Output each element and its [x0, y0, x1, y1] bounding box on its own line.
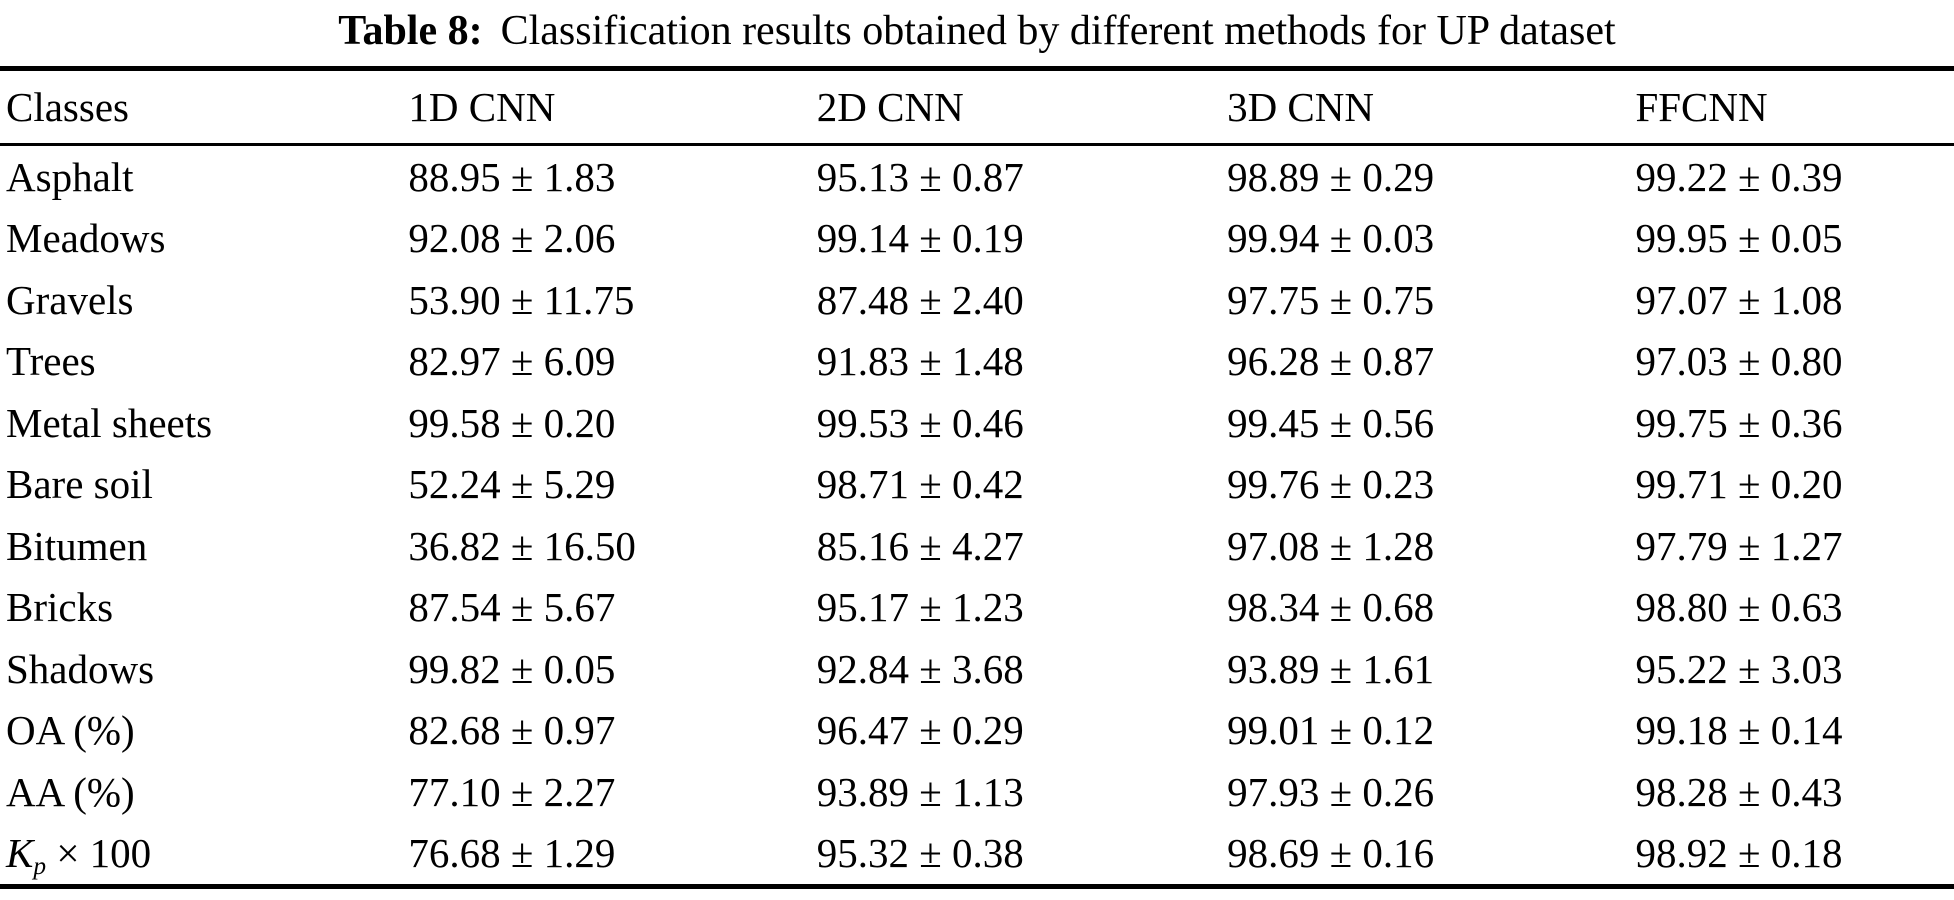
value-cell: 99.22 ± 0.39: [1635, 153, 1843, 200]
table-row-bitumen: Bitumen 36.82 ± 16.50 85.16 ± 4.27 97.08…: [0, 515, 1954, 577]
value-cell: 98.71 ± 0.42: [816, 461, 1024, 508]
table-row-asphalt: Asphalt 88.95 ± 1.83 95.13 ± 0.87 98.89 …: [0, 145, 1954, 208]
table-row-aa: AA (%) 77.10 ± 2.27 93.89 ± 1.13 97.93 ±…: [0, 761, 1954, 823]
value-cell: 85.16 ± 4.27: [816, 522, 1024, 569]
value-cell: 99.94 ± 0.03: [1227, 215, 1435, 262]
value-cell: 95.17 ± 1.23: [816, 584, 1024, 631]
header-3d-cnn: 3D CNN: [1227, 68, 1636, 146]
value-cell: 87.48 ± 2.40: [816, 276, 1024, 323]
value-cell: 99.76 ± 0.23: [1227, 461, 1435, 508]
value-cell: 82.97 ± 6.09: [408, 338, 616, 385]
value-cell: 53.90 ± 11.75: [408, 276, 635, 323]
value-cell: 76.68 ± 1.29: [408, 830, 616, 877]
table-row-metal-sheets: Metal sheets 99.58 ± 0.20 99.53 ± 0.46 9…: [0, 392, 1954, 454]
kappa-subscript: p: [33, 852, 47, 881]
class-label-kappa: Kp × 100: [0, 823, 408, 887]
value-cell: 97.07 ± 1.08: [1635, 276, 1843, 323]
value-cell: 82.68 ± 0.97: [408, 707, 616, 754]
table-row-trees: Trees 82.97 ± 6.09 91.83 ± 1.48 96.28 ± …: [0, 331, 1954, 393]
value-cell: 98.80 ± 0.63: [1635, 584, 1843, 631]
value-cell: 98.28 ± 0.43: [1635, 768, 1843, 815]
table-caption-text: Classification results obtained by diffe…: [500, 8, 1616, 54]
value-cell: 99.82 ± 0.05: [408, 645, 616, 692]
table-row-bricks: Bricks 87.54 ± 5.67 95.17 ± 1.23 98.34 ±…: [0, 577, 1954, 639]
value-cell: 98.92 ± 0.18: [1635, 830, 1843, 877]
value-cell: 96.47 ± 0.29: [816, 707, 1024, 754]
value-cell: 36.82 ± 16.50: [408, 522, 636, 569]
value-cell: 97.93 ± 0.26: [1227, 768, 1435, 815]
class-label: Bitumen: [6, 522, 148, 569]
header-classes: Classes: [0, 68, 409, 146]
value-cell: 99.45 ± 0.56: [1227, 399, 1435, 446]
value-cell: 96.28 ± 0.87: [1227, 338, 1435, 385]
value-cell: 97.75 ± 0.75: [1227, 276, 1435, 323]
value-cell: 95.32 ± 0.38: [816, 830, 1024, 877]
class-label: Trees: [6, 338, 96, 385]
value-cell: 91.83 ± 1.48: [816, 338, 1024, 385]
table-row-bare-soil: Bare soil 52.24 ± 5.29 98.71 ± 0.42 99.7…: [0, 454, 1954, 516]
value-cell: 97.03 ± 0.80: [1635, 338, 1843, 385]
value-cell: 99.75 ± 0.36: [1635, 399, 1843, 446]
value-cell: 88.95 ± 1.83: [408, 153, 616, 200]
class-label: Gravels: [6, 276, 134, 323]
header-1d-cnn: 1D CNN: [408, 68, 817, 146]
value-cell: 92.84 ± 3.68: [816, 645, 1024, 692]
value-cell: 99.95 ± 0.05: [1635, 215, 1843, 262]
value-cell: 99.18 ± 0.14: [1635, 707, 1843, 754]
value-cell: 98.69 ± 0.16: [1227, 830, 1435, 877]
value-cell: 99.53 ± 0.46: [816, 399, 1024, 446]
table-row-oa: OA (%) 82.68 ± 0.97 96.47 ± 0.29 99.01 ±…: [0, 700, 1954, 762]
value-cell: 95.13 ± 0.87: [816, 153, 1024, 200]
value-cell: 97.79 ± 1.27: [1635, 522, 1843, 569]
value-cell: 97.08 ± 1.28: [1227, 522, 1435, 569]
value-cell: 99.71 ± 0.20: [1635, 461, 1843, 508]
table-row-gravels: Gravels 53.90 ± 11.75 87.48 ± 2.40 97.75…: [0, 269, 1954, 331]
value-cell: 99.01 ± 0.12: [1227, 707, 1435, 754]
value-cell: 99.14 ± 0.19: [816, 215, 1024, 262]
kappa-symbol: K: [6, 830, 34, 877]
header-row: Classes 1D CNN 2D CNN 3D CNN FFCNN: [0, 68, 1954, 146]
class-label: Bricks: [6, 584, 114, 631]
value-cell: 95.22 ± 3.03: [1635, 645, 1843, 692]
kappa-multiplier: × 100: [46, 830, 152, 877]
table-row-meadows: Meadows 92.08 ± 2.06 99.14 ± 0.19 99.94 …: [0, 208, 1954, 270]
table-row-shadows: Shadows 99.82 ± 0.05 92.84 ± 3.68 93.89 …: [0, 638, 1954, 700]
class-label: Metal sheets: [6, 399, 213, 446]
header-2d-cnn: 2D CNN: [816, 68, 1228, 146]
results-table: Classes 1D CNN 2D CNN 3D CNN FFCNN Aspha…: [0, 66, 1954, 889]
table-caption-label: Table 8:: [338, 8, 483, 54]
class-label: Bare soil: [6, 461, 153, 508]
class-label: Shadows: [6, 645, 155, 692]
value-cell: 77.10 ± 2.27: [408, 768, 616, 815]
class-label: AA (%): [6, 768, 135, 815]
value-cell: 98.89 ± 0.29: [1227, 153, 1435, 200]
header-ffcnn: FFCNN: [1635, 68, 1954, 146]
value-cell: 98.34 ± 0.68: [1227, 584, 1435, 631]
class-label: Asphalt: [6, 153, 134, 200]
value-cell: 99.58 ± 0.20: [408, 399, 616, 446]
table-caption: Table 8: Classification results obtained …: [0, 0, 1954, 66]
value-cell: 52.24 ± 5.29: [408, 461, 616, 508]
table-row-kappa: Kp × 100 76.68 ± 1.29 95.32 ± 0.38 98.69…: [0, 823, 1954, 887]
value-cell: 92.08 ± 2.06: [408, 215, 616, 262]
value-cell: 93.89 ± 1.13: [816, 768, 1024, 815]
value-cell: 93.89 ± 1.61: [1227, 645, 1435, 692]
value-cell: 87.54 ± 5.67: [408, 584, 616, 631]
class-label: OA (%): [6, 707, 135, 754]
class-label: Meadows: [6, 215, 166, 262]
